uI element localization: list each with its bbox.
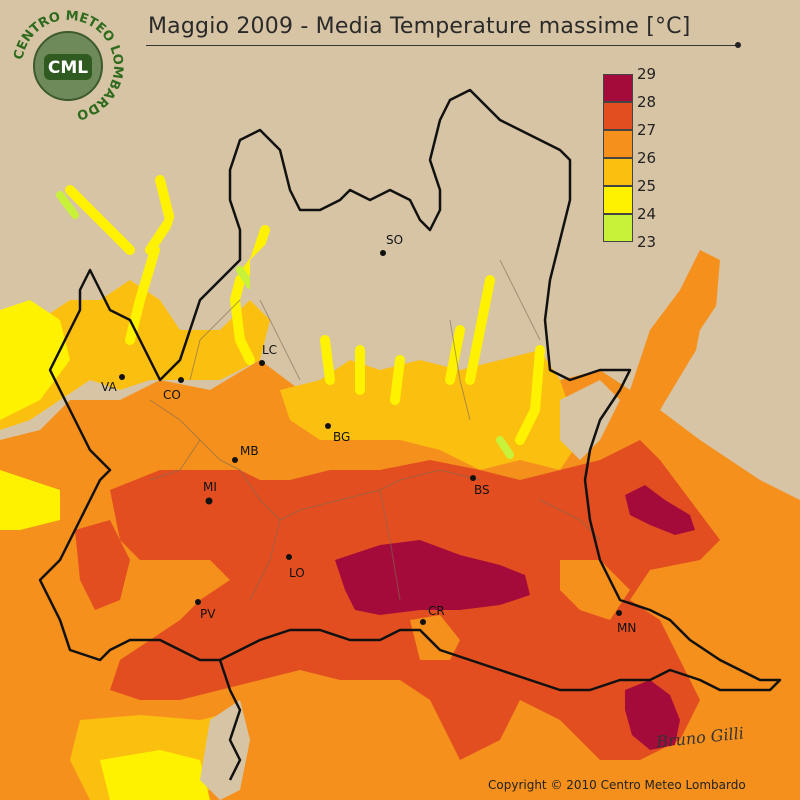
city-label-bg: BG	[333, 430, 351, 444]
legend-swatch-24	[603, 186, 633, 214]
terrain-cutout-ne-inner	[560, 380, 620, 460]
legend-label-26: 26	[637, 149, 657, 167]
city-dot-co[interactable]	[178, 377, 184, 383]
city-dot-cr[interactable]	[420, 619, 426, 625]
title-underline	[146, 45, 738, 46]
pocket-26	[560, 560, 630, 620]
valley-23	[56, 191, 514, 459]
terrain-cutout-sw	[200, 700, 250, 800]
city-label-mn: MN	[617, 621, 637, 635]
map-title: Maggio 2009 - Media Temperature massime …	[148, 14, 691, 39]
city-label-lc: LC	[262, 343, 278, 357]
terrain-cutout-north	[0, 0, 800, 450]
city-dot-lc[interactable]	[259, 360, 265, 366]
city-label-bs: BS	[474, 483, 490, 497]
cml-logo: CENTRO METEO LOMBARDO CML	[11, 9, 125, 123]
zone-28-center	[335, 540, 530, 615]
city-label-mb: MB	[240, 444, 259, 458]
zone-24	[0, 300, 70, 420]
province-borders	[149, 259, 601, 601]
city-dot-mb[interactable]	[232, 457, 238, 463]
title-dot	[735, 42, 741, 48]
logo-badge-text: CML	[48, 58, 88, 78]
city-markers	[119, 250, 622, 625]
city-dot-bs[interactable]	[470, 475, 476, 481]
zone-25	[0, 280, 270, 430]
logo-badge-bg	[44, 54, 92, 80]
city-dot-bg[interactable]	[325, 423, 331, 429]
city-label-so: SO	[386, 233, 404, 247]
city-label-lo: LO	[289, 566, 305, 580]
city-label-co: CO	[163, 388, 181, 402]
legend-label-27: 27	[637, 121, 657, 139]
legend-swatch-26	[603, 130, 633, 158]
city-label-va: VA	[101, 380, 117, 394]
legend-label-24: 24	[637, 205, 657, 223]
region-border	[38, 88, 782, 692]
city-dot-so[interactable]	[380, 250, 386, 256]
legend-swatch-28	[603, 74, 633, 102]
city-dot-pv[interactable]	[195, 599, 201, 605]
city-dot-lo[interactable]	[286, 554, 292, 560]
legend-label-29: 29	[637, 65, 657, 83]
city-label-pv: PV	[200, 607, 216, 621]
legend-swatch-25	[603, 158, 633, 186]
zone-24b	[0, 470, 60, 530]
zone-28-south	[625, 680, 680, 750]
city-dot-mi[interactable]	[205, 497, 213, 505]
city-dot-va[interactable]	[119, 374, 125, 380]
region-border-south	[218, 659, 242, 781]
zone-24-south	[100, 750, 210, 800]
zone-27b	[75, 520, 130, 610]
copyright-text: Copyright © 2010 Centro Meteo Lombardo	[488, 778, 746, 792]
zone-28-east	[625, 485, 695, 535]
legend-swatch-23	[603, 214, 633, 242]
legend-label-28: 28	[637, 93, 657, 111]
city-label-cr: CR	[428, 604, 445, 618]
pocket-26b	[410, 615, 460, 660]
city-dot-mn[interactable]	[616, 610, 622, 616]
city-label-mi: MI	[203, 480, 217, 494]
legend-label-25: 25	[637, 177, 657, 195]
legend-label-23: 23	[637, 233, 657, 251]
legend-swatch-27	[603, 102, 633, 130]
